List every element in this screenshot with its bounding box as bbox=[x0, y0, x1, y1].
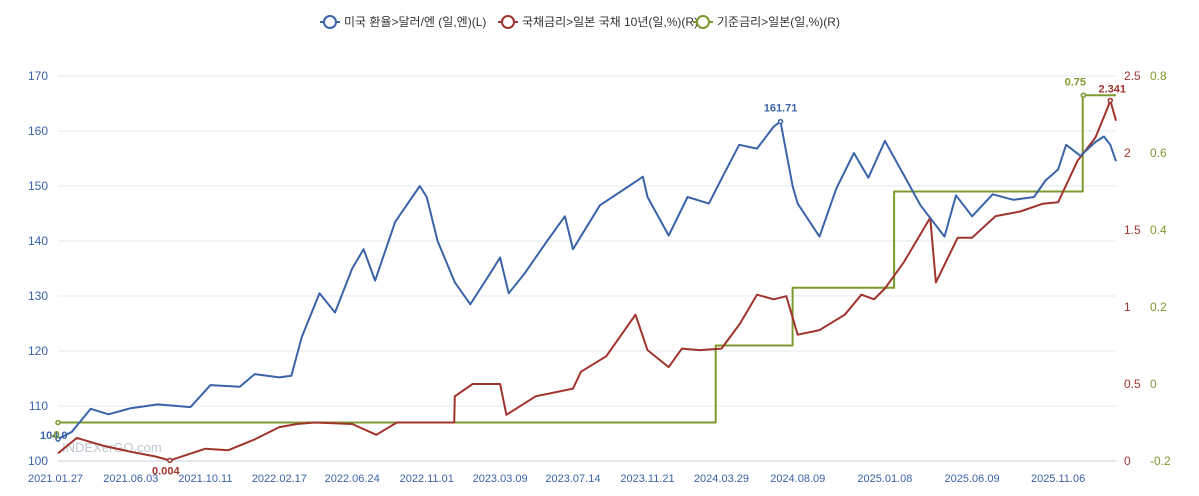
x-tick-label: 2021.10.11 bbox=[178, 473, 232, 485]
yield-tick-label: 2 bbox=[1124, 146, 1131, 160]
data-label: -0 bbox=[50, 430, 60, 442]
x-tick-label: 2022.02.17 bbox=[252, 473, 307, 485]
x-tick-label: 2025.01.08 bbox=[857, 473, 912, 485]
policy-rate-tick-label: 0.2 bbox=[1150, 300, 1167, 314]
legend-item-2[interactable]: 국채금리>일본 국채 10년(일,%)(R) bbox=[498, 15, 698, 29]
series-line-2 bbox=[58, 95, 1116, 422]
x-tick-label: 2021.01.27 bbox=[28, 473, 83, 485]
x-tick-label: 2023.07.14 bbox=[545, 473, 600, 485]
annotation-marker bbox=[1081, 93, 1085, 97]
legend-item-3[interactable]: 기준금리>일본(일,%)(R) bbox=[693, 15, 840, 29]
left-tick-label: 120 bbox=[28, 344, 48, 358]
annotation-marker bbox=[779, 120, 783, 124]
left-tick-label: 160 bbox=[28, 124, 48, 138]
x-tick-label: 2025.06.09 bbox=[945, 473, 1000, 485]
x-tick-label: 2021.06.03 bbox=[103, 473, 158, 485]
left-axis: 100 110 120 130 140 150 160 170 bbox=[28, 69, 48, 468]
grid bbox=[58, 76, 1116, 461]
legend-swatch-marker bbox=[324, 16, 336, 28]
x-tick-label: 2022.06.24 bbox=[325, 473, 380, 485]
left-tick-label: 100 bbox=[28, 454, 48, 468]
x-tick-label: 2022.11.01 bbox=[400, 473, 454, 485]
left-tick-label: 130 bbox=[28, 289, 48, 303]
yield-tick-label: 2.5 bbox=[1124, 69, 1141, 83]
x-tick-label: 2024.08.09 bbox=[770, 473, 825, 485]
legend-item-1[interactable]: 미국 환율>달러/엔 (일,엔)(L) bbox=[320, 15, 486, 29]
x-tick-label: 2024.03.29 bbox=[694, 473, 749, 485]
x-tick-label: 2023.11.21 bbox=[620, 473, 674, 485]
legend-swatch-marker bbox=[697, 16, 709, 28]
x-axis: 2021.01.27 2021.06.03 2021.10.11 2022.02.17… bbox=[28, 473, 1085, 485]
annotation-marker bbox=[168, 458, 172, 462]
left-tick-label: 110 bbox=[29, 399, 48, 413]
legend-label: 미국 환율>달러/엔 (일,엔)(L) bbox=[344, 15, 486, 29]
data-label: 2.341 bbox=[1099, 83, 1127, 95]
legend-swatch-marker bbox=[502, 16, 514, 28]
yield-tick-label: 1 bbox=[1124, 300, 1131, 314]
policy-rate-tick-label: 0 bbox=[1150, 377, 1157, 391]
yield-tick-label: 1.5 bbox=[1124, 223, 1141, 237]
data-label: 161.71 bbox=[764, 103, 798, 115]
policy-rate-tick-label: 0.4 bbox=[1150, 223, 1167, 237]
legend[interactable]: 미국 환율>달러/엔 (일,엔)(L) 국채금리>일본 국채 10년(일,%)(R… bbox=[320, 15, 840, 29]
left-tick-label: 170 bbox=[28, 69, 48, 83]
policy-rate-tick-label: 0.8 bbox=[1150, 69, 1167, 83]
policy-rate-tick-label: -0.2 bbox=[1150, 454, 1171, 468]
legend-label: 기준금리>일본(일,%)(R) bbox=[717, 15, 840, 29]
right-axis-yield: 0 0.5 1 1.5 2 2.5 bbox=[1124, 69, 1141, 468]
yield-tick-label: 0.5 bbox=[1124, 377, 1141, 391]
right-axis-policy-rate: -0.2 0 0.2 0.4 0.6 0.8 bbox=[1150, 69, 1171, 468]
data-label: 0.004 bbox=[152, 465, 180, 477]
x-tick-label: 2023.03.09 bbox=[473, 473, 528, 485]
series-line-0 bbox=[58, 122, 1116, 439]
legend-label: 국채금리>일본 국채 10년(일,%)(R) bbox=[522, 15, 698, 29]
left-tick-label: 140 bbox=[28, 234, 48, 248]
annotation-marker bbox=[1108, 98, 1112, 102]
annotation-marker bbox=[56, 421, 60, 425]
yield-tick-label: 0 bbox=[1124, 454, 1131, 468]
left-tick-label: 150 bbox=[28, 179, 48, 193]
policy-rate-tick-label: 0.6 bbox=[1150, 146, 1167, 160]
data-label: 0.75 bbox=[1065, 76, 1086, 88]
x-tick-label: 2025.11.06 bbox=[1031, 473, 1085, 485]
